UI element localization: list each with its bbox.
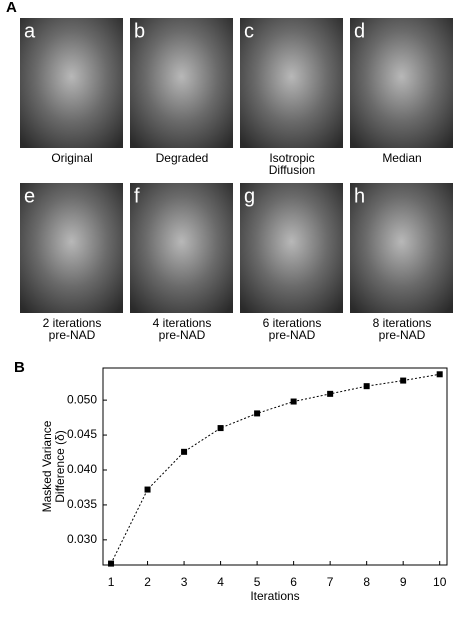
y-tick-label: 0.050 [67,392,97,406]
image-letter: c [244,20,254,42]
panel-label: B [14,359,25,376]
image [350,183,453,313]
image [130,18,233,148]
image [350,18,453,148]
series-line [110,373,440,564]
point [144,486,151,493]
x-tick-label: 4 [217,575,224,589]
point [108,560,115,567]
image-letter: e [24,185,35,207]
point [400,377,407,384]
image-caption: 2 iterations [43,316,102,330]
image-caption: 6 iterations [263,316,322,330]
image-caption: Median [382,151,421,165]
image [20,183,123,313]
image-caption: 4 iterations [153,316,212,330]
image-letter: g [244,185,255,207]
point [436,371,443,378]
image-caption: 8 iterations [373,316,432,330]
x-tick-label: 6 [290,575,297,589]
image-caption: pre-NAD [379,328,426,342]
panel-label: A [6,0,17,16]
y-axis-label: Difference (δ) [53,430,67,502]
image [240,18,343,148]
point [363,383,370,390]
point [181,448,188,455]
x-tick-label: 3 [181,575,188,589]
image-caption: Isotropic [269,151,314,165]
image-caption: Diffusion [269,163,315,177]
y-axis-label: Masked Variance [40,420,54,512]
x-tick-label: 10 [433,575,447,589]
image-letter: h [354,185,365,207]
image-caption: pre-NAD [159,328,206,342]
plot-frame [102,367,448,566]
image-caption: Degraded [156,151,209,165]
image-letter: f [134,185,140,207]
x-tick-label: 5 [254,575,261,589]
x-tick-label: 1 [108,575,115,589]
image [240,183,343,313]
point [327,390,334,397]
y-tick-label: 0.030 [67,532,97,546]
image [130,183,233,313]
x-tick-label: 8 [363,575,370,589]
y-tick-label: 0.040 [67,462,97,476]
y-tick-label: 0.035 [67,497,97,511]
image-caption: Original [51,151,92,165]
image-caption: pre-NAD [269,328,316,342]
point [217,425,224,432]
image-letter: d [354,20,365,42]
image-letter: a [24,20,36,42]
x-tick-label: 7 [327,575,334,589]
x-tick-label: 9 [400,575,407,589]
x-axis-label: Iterations [250,589,299,603]
image-caption: pre-NAD [49,328,96,342]
x-tick-label: 2 [144,575,151,589]
point [290,398,297,405]
image-letter: b [134,20,145,42]
y-tick-label: 0.045 [67,427,97,441]
image [20,18,123,148]
point [254,410,261,417]
